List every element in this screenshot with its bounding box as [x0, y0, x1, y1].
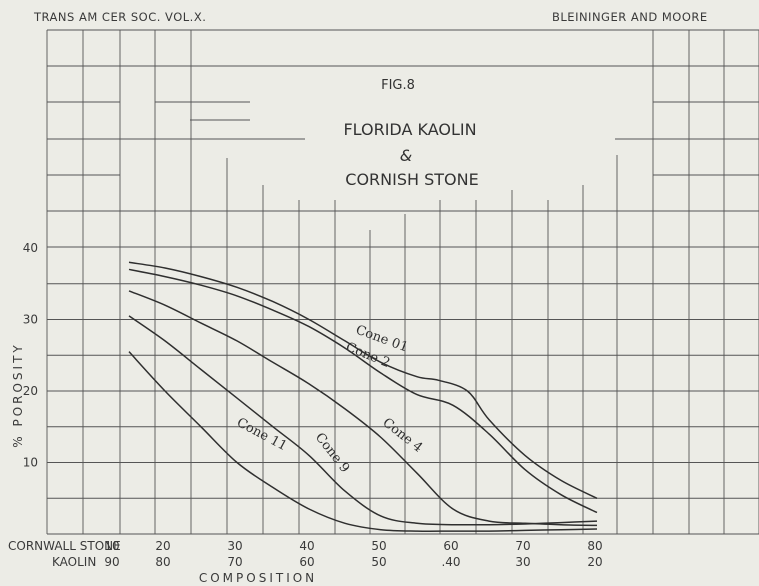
x-tick-label: 60: [443, 539, 458, 553]
series-label-cone-11: Cone 11: [234, 415, 289, 454]
x-tick-label: 20: [155, 539, 170, 553]
x-tick-label-kaolin: .40: [441, 555, 460, 569]
x-tick-label: 50: [371, 539, 386, 553]
x-tick-label-kaolin: 50: [371, 555, 386, 569]
x-tick-label-kaolin: 70: [227, 555, 242, 569]
y-tick-label: 20: [23, 384, 38, 398]
x-tick-label: 70: [515, 539, 530, 553]
chart-title-line-3: CORNISH STONE: [345, 170, 478, 189]
series-label-cone-4: Cone 4: [380, 415, 426, 455]
header-right: BLEININGER AND MOORE: [552, 10, 708, 24]
series-line-cone-11: [129, 352, 597, 532]
y-tick-label: 10: [23, 456, 38, 470]
header-left: TRANS AM CER SOC. VOL.X.: [33, 10, 206, 24]
x-tick-label: 30: [227, 539, 242, 553]
y-tick-label: 30: [23, 313, 38, 327]
x-tick-label: 10: [104, 539, 119, 553]
chart-curves: [129, 262, 597, 531]
x-row2-label: KAOLIN: [52, 555, 96, 569]
x-tick-label-kaolin: 60: [299, 555, 314, 569]
x-tick-label: 80: [587, 539, 602, 553]
x-tick-label-kaolin: 20: [587, 555, 602, 569]
tick-labels: 10 20 30 40 10 90 20 80 30 70 40 60 50 50 60 .40 70 30 80 2…: [23, 241, 603, 569]
x-tick-label: 40: [299, 539, 314, 553]
x-tick-label-kaolin: 30: [515, 555, 530, 569]
chart-title-line-1: FLORIDA KAOLIN: [343, 120, 476, 139]
series-label-cone-9: Cone 9: [312, 430, 352, 476]
figure-label: FIG.8: [381, 78, 415, 93]
x-tick-label-kaolin: 90: [104, 555, 119, 569]
y-tick-label: 40: [23, 241, 38, 255]
x-axis-label: COMPOSITION: [199, 571, 317, 585]
chart-title-line-2: &: [400, 146, 412, 165]
x-tick-label-kaolin: 80: [155, 555, 170, 569]
